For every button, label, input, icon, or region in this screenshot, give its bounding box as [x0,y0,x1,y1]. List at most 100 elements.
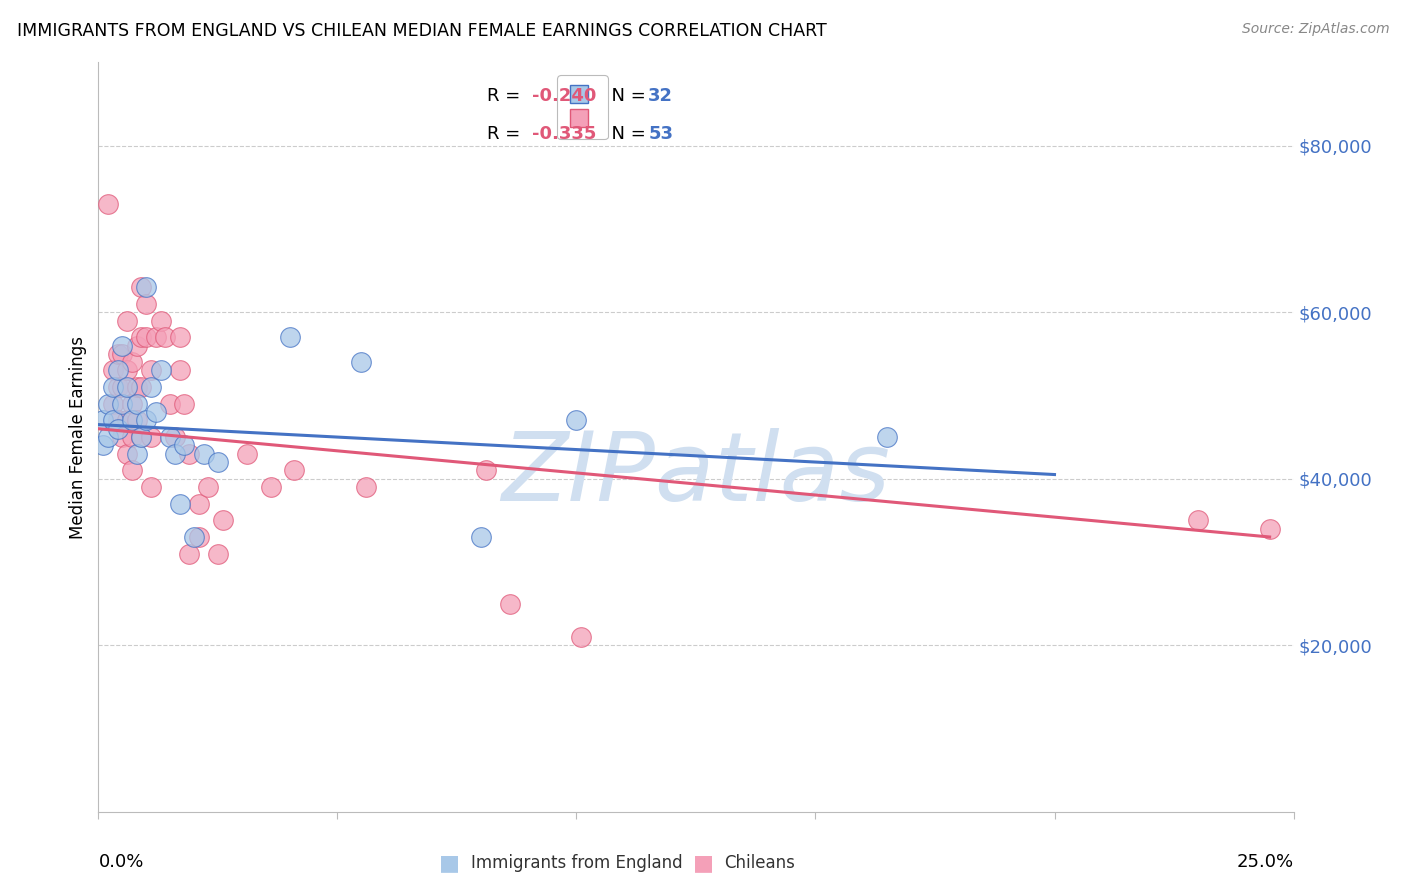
Point [259,480,281,494]
Text: Immigrants from England: Immigrants from England [471,855,683,872]
Point [97,397,120,411]
Point [125,447,148,461]
Text: R =: R = [486,125,526,143]
Point [278,330,301,344]
Point [139,430,162,444]
Text: 25.0%: 25.0% [1236,853,1294,871]
Point [350,355,373,369]
Point [111,347,134,361]
Legend: , : , [557,75,607,139]
Text: N =: N = [600,125,652,143]
Point [207,455,229,469]
Point [107,422,129,436]
Point [101,413,124,427]
Point [155,330,177,344]
Point [97,197,120,211]
Text: Source: ZipAtlas.com: Source: ZipAtlas.com [1241,22,1389,37]
Point [163,430,186,444]
Text: 0.0%: 0.0% [98,853,143,871]
Point [235,447,257,461]
Point [111,338,134,352]
Point [211,513,233,527]
Point [183,530,205,544]
Point [131,330,153,344]
Point [163,447,186,461]
Point [91,438,114,452]
Point [91,413,114,427]
Point [139,480,162,494]
Point [197,480,219,494]
Point [115,363,138,377]
Point [121,463,143,477]
Text: -0.240: -0.240 [533,87,596,105]
Point [169,363,191,377]
Point [131,280,153,294]
Point [111,380,134,394]
Point [159,397,181,411]
Point [107,347,129,361]
Point [115,313,138,327]
Point [131,430,153,444]
Point [145,330,167,344]
Point [121,430,143,444]
Point [173,438,195,452]
Text: 53: 53 [648,125,673,143]
Text: ZIPatlas: ZIPatlas [502,428,890,521]
Point [173,397,195,411]
Point [101,397,124,411]
Point [135,280,157,294]
Text: IMMIGRANTS FROM ENGLAND VS CHILEAN MEDIAN FEMALE EARNINGS CORRELATION CHART: IMMIGRANTS FROM ENGLAND VS CHILEAN MEDIA… [17,22,827,40]
Point [107,363,129,377]
Point [179,547,201,561]
Point [159,430,181,444]
Text: N =: N = [600,87,652,105]
Point [139,380,162,394]
Point [1258,522,1281,536]
Point [169,497,191,511]
Point [135,330,157,344]
Text: R =: R = [486,87,526,105]
Point [131,430,153,444]
Point [149,313,172,327]
Point [111,430,134,444]
Point [107,380,129,394]
Point [283,463,305,477]
Point [125,380,148,394]
Point [125,397,148,411]
Point [97,430,120,444]
Point [101,363,124,377]
Point [474,463,496,477]
Point [187,497,209,511]
Point [125,338,148,352]
Point [498,597,520,611]
Text: -0.335: -0.335 [533,125,596,143]
Point [187,530,209,544]
Point [135,297,157,311]
Point [876,430,898,444]
Point [115,413,138,427]
Point [470,530,492,544]
Point [145,405,167,419]
Point [135,413,157,427]
Point [125,413,148,427]
Point [121,413,143,427]
Point [121,397,143,411]
Y-axis label: Median Female Earnings: Median Female Earnings [69,335,87,539]
Point [569,630,592,644]
Point [121,355,143,369]
Text: 32: 32 [648,87,673,105]
Point [207,547,229,561]
Point [131,380,153,394]
Point [115,447,138,461]
Text: ■: ■ [693,854,713,873]
Point [179,447,201,461]
Point [1187,513,1209,527]
Point [169,330,191,344]
Text: ■: ■ [440,854,460,873]
Point [107,413,129,427]
Point [149,363,172,377]
Point [139,363,162,377]
Point [354,480,377,494]
Point [115,380,138,394]
Point [193,447,215,461]
